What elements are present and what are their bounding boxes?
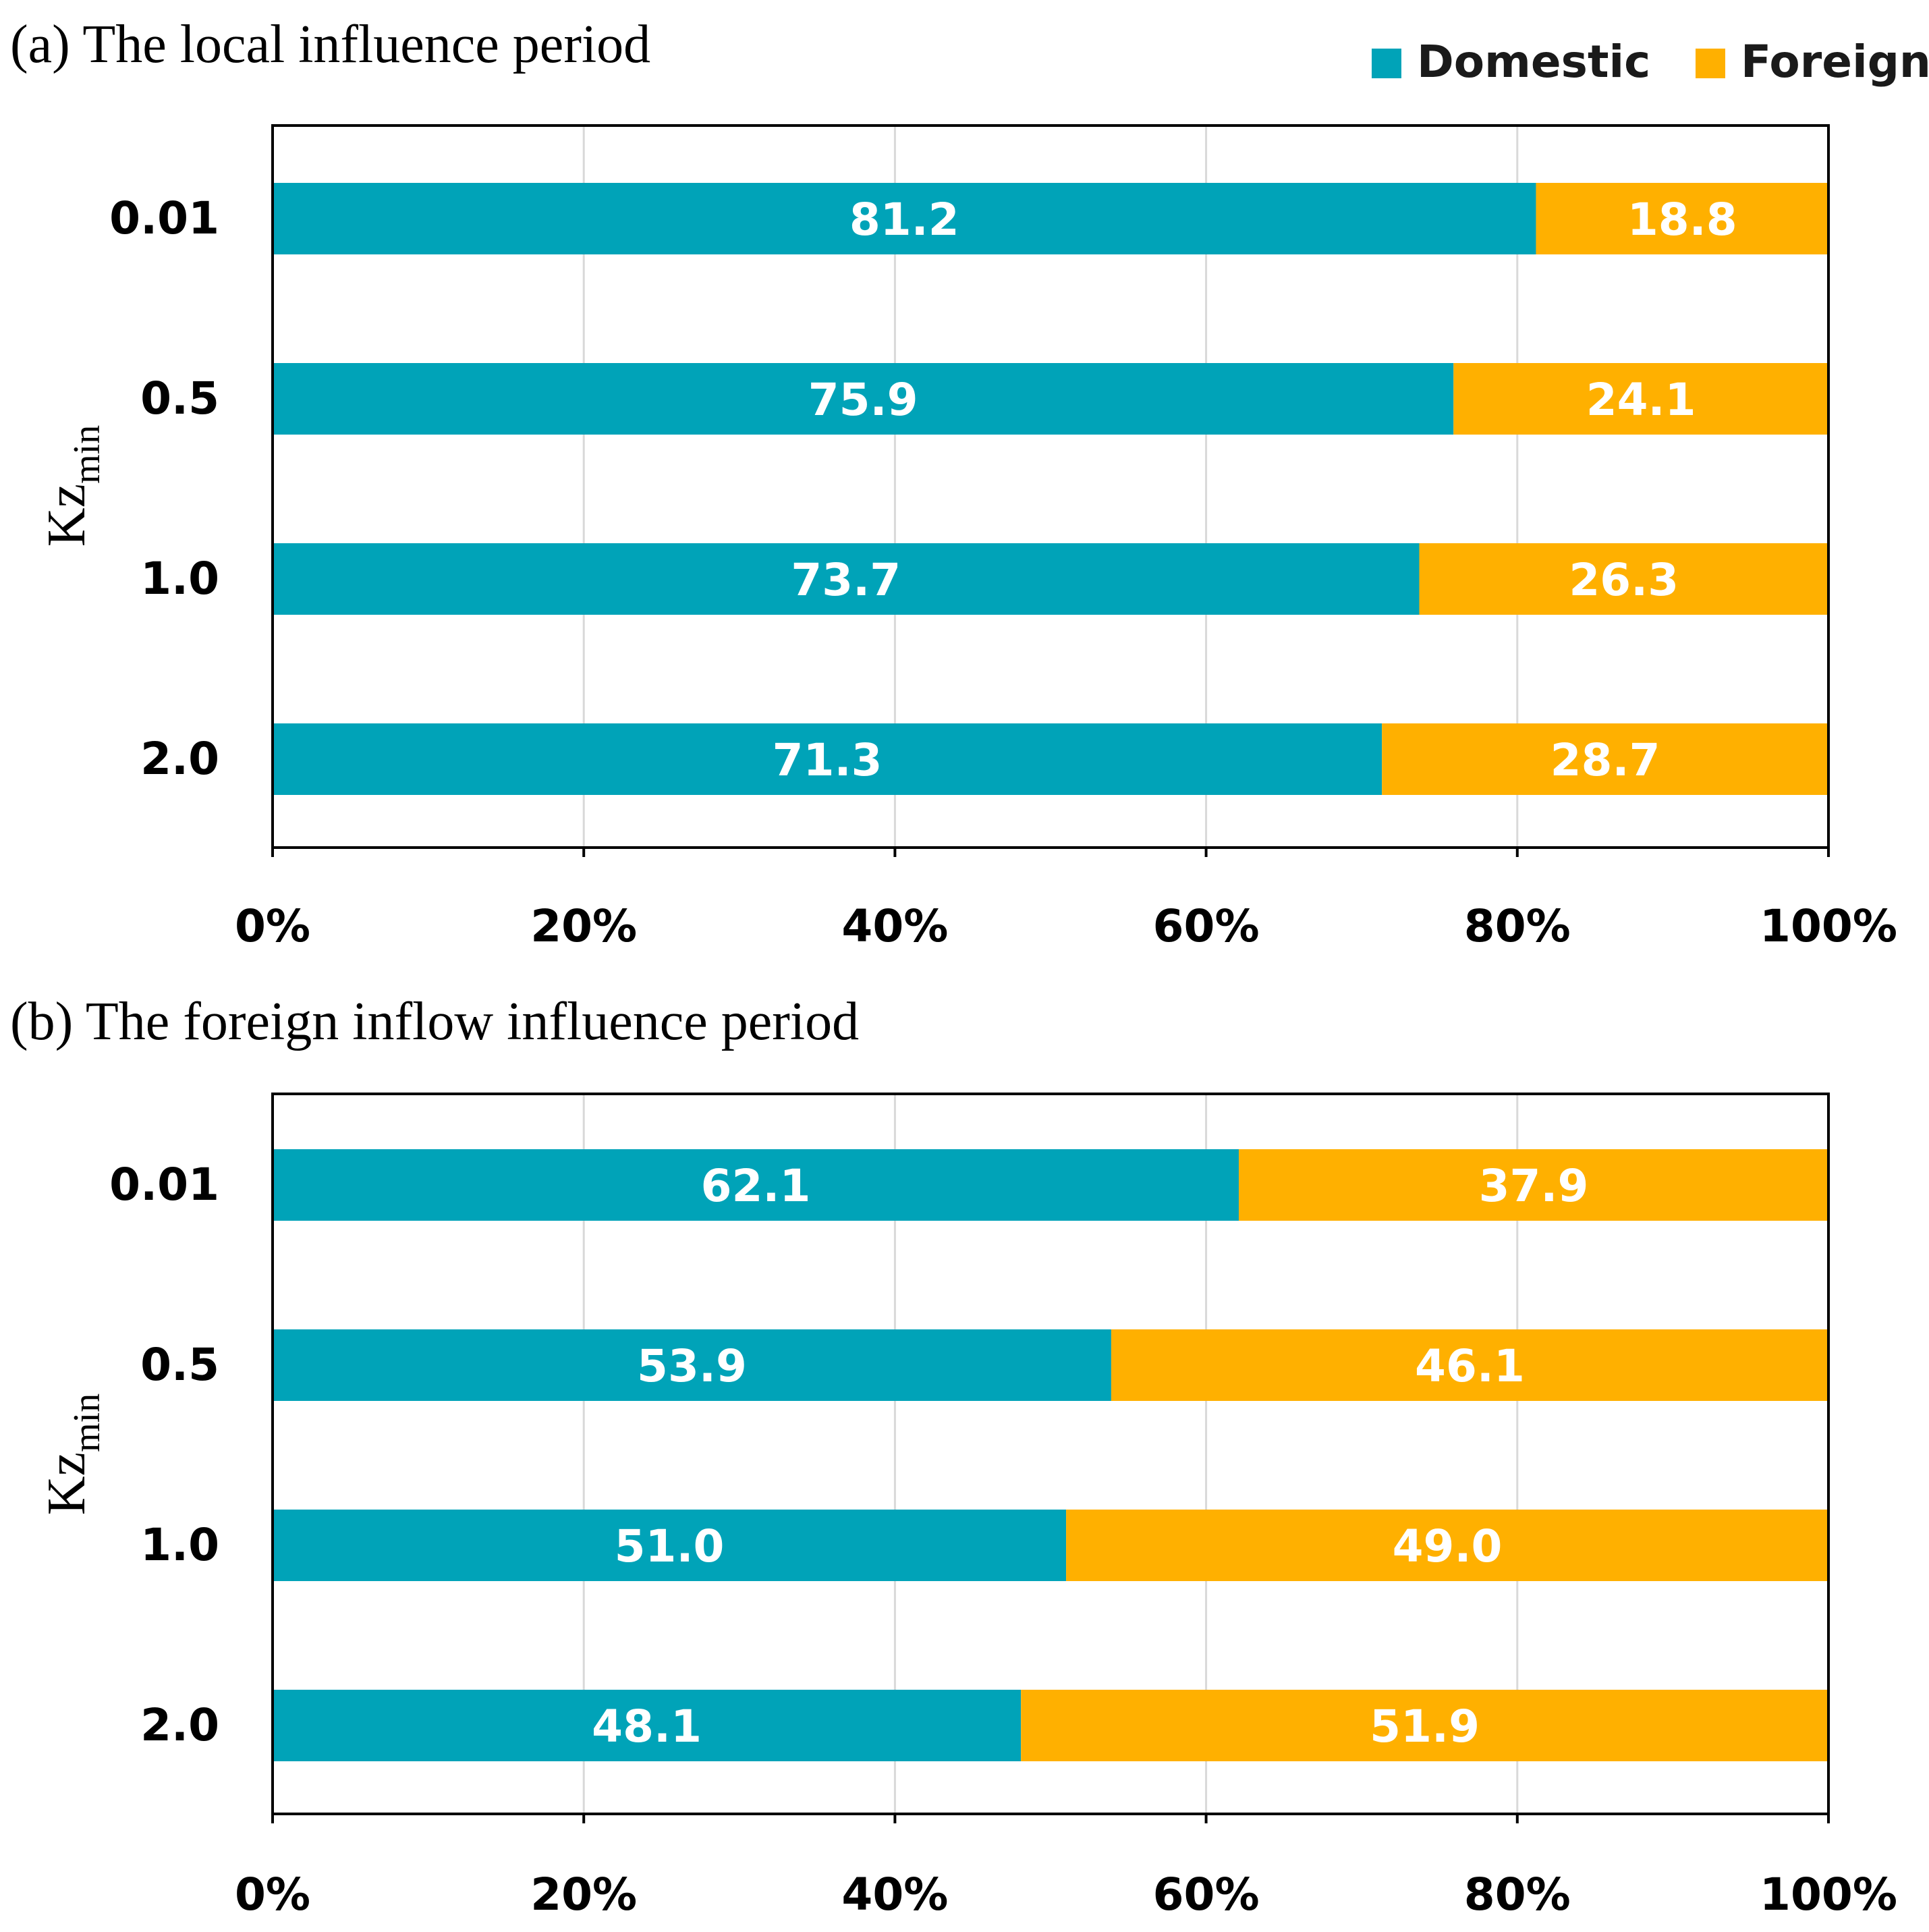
panel-b-bar-domestic — [273, 1690, 1022, 1761]
panel-a-bar-domestic — [273, 183, 1536, 254]
panel-a-y-axis-title-main: Kz — [37, 484, 96, 547]
panel-a-category-label: 0.01 — [109, 192, 219, 244]
panel-b-bar-label-domestic: 62.1 — [701, 1160, 811, 1212]
panel-b-bar-label-foreign: 37.9 — [1479, 1160, 1589, 1212]
panel-b-bar-foreign — [1066, 1510, 1828, 1581]
panel-a-bar-label-foreign: 28.7 — [1550, 734, 1660, 786]
panel-a-x-axis: 0% 20% 40% 60% 80% 100% — [235, 848, 1897, 952]
panel-b-x-tick-label: 60% — [1153, 1869, 1260, 1921]
panel-b-bars: 62.1 37.9 53.9 46.1 51.0 49.0 48.1 51.9 — [273, 1149, 1828, 1761]
panel-a-x-tick-label: 20% — [530, 900, 637, 952]
panel-b-bar-label-domestic: 51.0 — [615, 1520, 725, 1572]
panel-a-bar-label-foreign: 26.3 — [1569, 554, 1679, 606]
panel-a-category-label: 2.0 — [140, 733, 219, 785]
panel-a-bar-foreign — [1536, 183, 1828, 254]
panel-a-y-axis-title-sub: min — [66, 425, 108, 484]
panel-b-x-tick-label: 40% — [841, 1869, 948, 1921]
panel-b-x-tick-label: 80% — [1464, 1869, 1571, 1921]
panel-a-bar-domestic — [273, 723, 1382, 795]
panel-b-bar-label-domestic: 53.9 — [637, 1340, 747, 1392]
panel-b-category-label: 1.0 — [140, 1519, 219, 1571]
panel-a-x-tick-label: 0% — [235, 900, 310, 952]
panel-b-y-axis: 0.01 0.5 1.0 2.0 — [109, 1159, 219, 1751]
panel-a-x-tick-label: 100% — [1760, 900, 1897, 952]
panel-a-y-axis-title: Kzmin — [37, 425, 108, 547]
panel-a-bar-domestic — [273, 543, 1420, 615]
panel-a-x-tick-label: 60% — [1153, 900, 1260, 952]
panel-a-title: (a) The local influence period — [10, 15, 650, 74]
panel-b: (b) The foreign inflow influence period … — [10, 992, 1897, 1921]
panel-a-plot-border — [271, 124, 1830, 849]
panel-b-bar-label-domestic: 48.1 — [592, 1701, 702, 1752]
panel-b-bar-domestic — [273, 1510, 1067, 1581]
panel-b-title: (b) The foreign inflow influence period — [10, 992, 859, 1051]
panel-b-category-label: 0.5 — [140, 1339, 219, 1391]
panel-a-x-tick-label: 40% — [841, 900, 948, 952]
panel-b-bar-label-foreign: 46.1 — [1415, 1340, 1525, 1392]
legend-swatch-foreign — [1696, 49, 1725, 78]
panel-a-bar-label-domestic: 73.7 — [791, 554, 901, 606]
panel-b-bar-foreign — [1239, 1149, 1828, 1221]
panel-b-x-axis: 0% 20% 40% 60% 80% 100% — [235, 1814, 1897, 1921]
panel-b-y-axis-title-main: Kz — [37, 1452, 96, 1515]
legend: Domestic Foreign — [1372, 36, 1929, 88]
panel-b-y-axis-title: Kzmin — [37, 1393, 108, 1515]
panel-b-bar-domestic — [273, 1149, 1239, 1221]
panel-a-category-label: 0.5 — [140, 372, 219, 424]
panel-b-x-tick-label: 0% — [235, 1869, 310, 1921]
panel-a-category-label: 1.0 — [140, 553, 219, 605]
panel-a-bar-domestic — [273, 363, 1454, 435]
panel-a-bar-label-domestic: 71.3 — [773, 734, 883, 786]
panel-a-x-tick-label: 80% — [1464, 900, 1571, 952]
panel-b-bar-label-foreign: 49.0 — [1393, 1520, 1503, 1572]
panel-a-bar-foreign — [1419, 543, 1828, 615]
panel-b-category-label: 0.01 — [109, 1159, 219, 1211]
panel-b-y-axis-title-sub: min — [66, 1393, 108, 1452]
panel-a-bars: 81.2 18.8 75.9 24.1 73.7 26.3 71.3 28.7 — [273, 183, 1828, 795]
panel-b-x-tick-label: 20% — [530, 1869, 637, 1921]
legend-swatch-domestic — [1372, 49, 1401, 78]
panel-b-bar-foreign — [1111, 1329, 1828, 1401]
panel-b-bar-domestic — [273, 1329, 1111, 1401]
panel-a-bar-foreign — [1382, 723, 1828, 795]
panel-a-bar-foreign — [1453, 363, 1828, 435]
legend-label-foreign: Foreign — [1741, 36, 1929, 88]
panel-a-bar-label-foreign: 18.8 — [1627, 194, 1737, 246]
panel-a-y-axis: 0.01 0.5 1.0 2.0 — [109, 192, 219, 785]
panel-b-bar-foreign — [1021, 1690, 1828, 1761]
panel-b-category-label: 2.0 — [140, 1699, 219, 1751]
panel-b-x-tick-label: 100% — [1760, 1869, 1897, 1921]
panel-b-plot-border — [271, 1093, 1830, 1815]
panel-a-bar-label-domestic: 75.9 — [808, 374, 918, 426]
panel-a-bar-label-domestic: 81.2 — [849, 194, 959, 246]
panel-a-bar-label-foreign: 24.1 — [1586, 374, 1696, 426]
panel-a: (a) The local influence period 81.2 18.8 7… — [10, 15, 1897, 952]
panel-b-bar-label-foreign: 51.9 — [1370, 1701, 1480, 1752]
legend-label-domestic: Domestic — [1417, 36, 1650, 88]
